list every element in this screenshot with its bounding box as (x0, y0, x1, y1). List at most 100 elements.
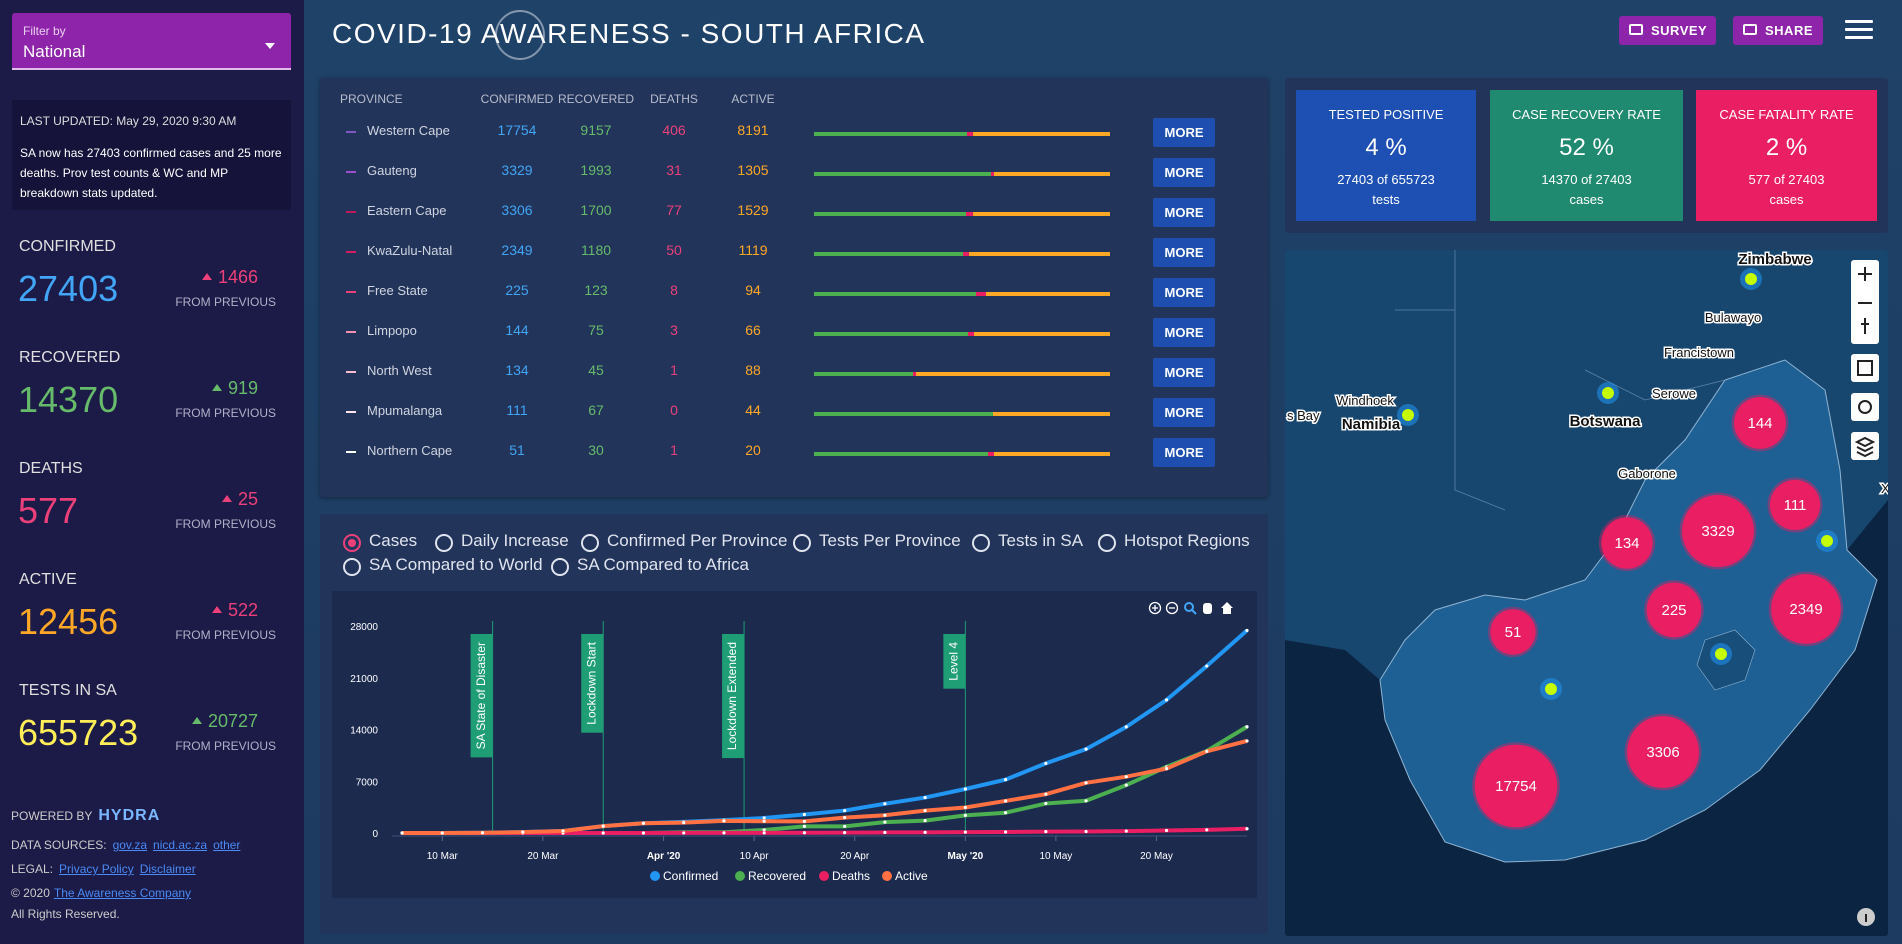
series-point (1084, 799, 1088, 803)
toolbar-icon[interactable] (1184, 602, 1197, 615)
province-panel: PROVINCE CONFIRMED RECOVERED DEATHS ACTIVE We… (320, 78, 1268, 497)
cluster[interactable] (1472, 742, 1560, 830)
province-value: 1180 (580, 242, 612, 258)
tab-text: Cases (369, 531, 418, 550)
cluster[interactable] (1487, 606, 1539, 658)
series-point (923, 795, 927, 800)
province-value: 51 (509, 442, 525, 458)
stat-change: 25 (221, 489, 258, 510)
more-button[interactable]: MORE (1153, 398, 1215, 427)
more-button[interactable]: MORE (1153, 158, 1215, 187)
change-arrow (211, 606, 222, 613)
kpi-unit: tests (1372, 192, 1400, 207)
breakdown-bar (975, 292, 987, 296)
legend-item[interactable]: Active (882, 869, 928, 883)
province-value: 111 (506, 402, 528, 418)
hotspot (1715, 648, 1727, 660)
locate-control[interactable] (1851, 393, 1879, 421)
toolbar-icon[interactable] (1221, 602, 1233, 614)
company-link[interactable]: The Awareness Company (53, 886, 192, 900)
legend-item[interactable]: Deaths (819, 869, 870, 883)
sources-label: DATA SOURCES: (11, 838, 107, 852)
series-point (722, 831, 726, 835)
province-value: 8191 (737, 122, 769, 138)
rights: All Rights Reserved. (11, 907, 120, 921)
breakdown-bar (993, 172, 1110, 176)
toolbar-icon[interactable] (1203, 603, 1212, 614)
column-header: PROVINCE (340, 92, 403, 106)
hotspot (1821, 535, 1833, 547)
radio (581, 534, 599, 552)
legend-label: Active (895, 869, 928, 883)
map-label: Francistown (1664, 345, 1734, 360)
change-value: 25 (237, 489, 258, 509)
source-link[interactable]: nicd.ac.za (153, 838, 208, 852)
cluster[interactable] (1767, 477, 1823, 533)
cluster[interactable] (1679, 492, 1757, 570)
province-value: 1305 (737, 162, 769, 178)
province-value: 44 (745, 402, 761, 418)
cluster[interactable] (1731, 394, 1789, 452)
cluster[interactable] (1644, 580, 1704, 640)
tab-text: Hotspot Regions (1124, 531, 1250, 550)
more-button[interactable]: MORE (1153, 118, 1215, 147)
source-link[interactable]: other (213, 838, 241, 852)
cluster[interactable] (1624, 713, 1702, 791)
series-point (1245, 739, 1249, 743)
series-point (883, 830, 887, 835)
more-button[interactable]: MORE (1153, 318, 1215, 347)
powered-by-label: POWERED BY (11, 809, 93, 823)
row-marker (346, 251, 356, 253)
more-button[interactable]: MORE (1153, 278, 1215, 307)
series-point (1044, 792, 1048, 796)
stat-value: 577 (18, 490, 79, 531)
series-point (521, 830, 525, 834)
header-button[interactable]: SURVEY (1619, 16, 1716, 45)
more-button[interactable]: MORE (1153, 238, 1215, 267)
brand: HYDRA (98, 807, 161, 824)
more-button[interactable]: MORE (1153, 358, 1215, 387)
kpi-value: 4 % (1365, 134, 1407, 161)
cluster[interactable] (1768, 571, 1844, 647)
series-point (963, 787, 967, 791)
series-point (762, 816, 766, 820)
breakdown-bar (814, 372, 914, 376)
legal-link[interactable]: Disclaimer (139, 862, 196, 876)
control-icon (1854, 436, 1876, 458)
update-note: SA now has 27403 confirmed cases and 25 … (20, 146, 282, 200)
breakdown-bar (974, 332, 1110, 336)
province-value: 8 (670, 282, 678, 298)
tab-text: SA Compared to Africa (577, 555, 749, 574)
x-tick-label: 10 Apr (740, 851, 770, 862)
legend-item[interactable]: Recovered (735, 869, 806, 883)
more-button[interactable]: MORE (1153, 438, 1215, 467)
change-arrow (201, 273, 212, 280)
filter-select[interactable]: Filter by National (12, 13, 291, 70)
tab-text: Tests Per Province (819, 531, 961, 550)
breakdown-bar (814, 212, 967, 216)
cluster-label: 111 (1784, 497, 1807, 514)
stat-change: 919 (211, 378, 258, 399)
legend-item[interactable]: Confirmed (650, 869, 718, 883)
toolbar-icon[interactable] (1148, 601, 1162, 615)
legal-link[interactable]: Privacy Policy (59, 862, 134, 876)
province-value: 1529 (737, 202, 769, 218)
change-caption: FROM PREVIOUS (175, 517, 276, 531)
more-button[interactable]: MORE (1153, 198, 1215, 227)
radio (343, 558, 361, 576)
icon-shape (1191, 609, 1197, 615)
header-button[interactable]: SHARE (1733, 16, 1823, 45)
breakdown-bar (973, 212, 1110, 216)
series-point (1084, 781, 1088, 785)
cluster[interactable] (1598, 514, 1656, 572)
series-point (1124, 783, 1128, 787)
change-value: 1466 (217, 267, 258, 287)
x-tick-label: 20 May (1140, 851, 1173, 862)
series-point (843, 831, 847, 835)
menu-button[interactable] (1845, 20, 1873, 42)
toolbar-icon[interactable] (1165, 601, 1179, 615)
series-point (1084, 829, 1088, 834)
source-link[interactable]: gov.za (112, 838, 148, 852)
fullscreen-control[interactable] (1851, 354, 1879, 382)
control-icon (1858, 267, 1872, 334)
